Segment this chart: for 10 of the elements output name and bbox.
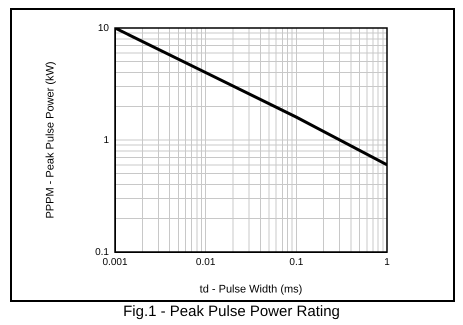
x-tick-label: 0.01 xyxy=(196,256,216,268)
y-tick-label: 1 xyxy=(103,134,110,146)
x-tick-label: 0.1 xyxy=(289,256,304,268)
x-tick-label: 0.001 xyxy=(102,256,128,268)
y-tick-label: 0.1 xyxy=(95,246,110,258)
x-tick-label: 1 xyxy=(384,256,390,268)
x-axis-title: td - Pulse Width (ms) xyxy=(200,283,302,296)
y-tick-label: 10 xyxy=(98,22,110,34)
y-axis-title: PPPM - Peak Pulse Power (kW) xyxy=(44,61,57,219)
text: Fig.1 - Peak Pulse Power Rating xyxy=(122,303,341,320)
